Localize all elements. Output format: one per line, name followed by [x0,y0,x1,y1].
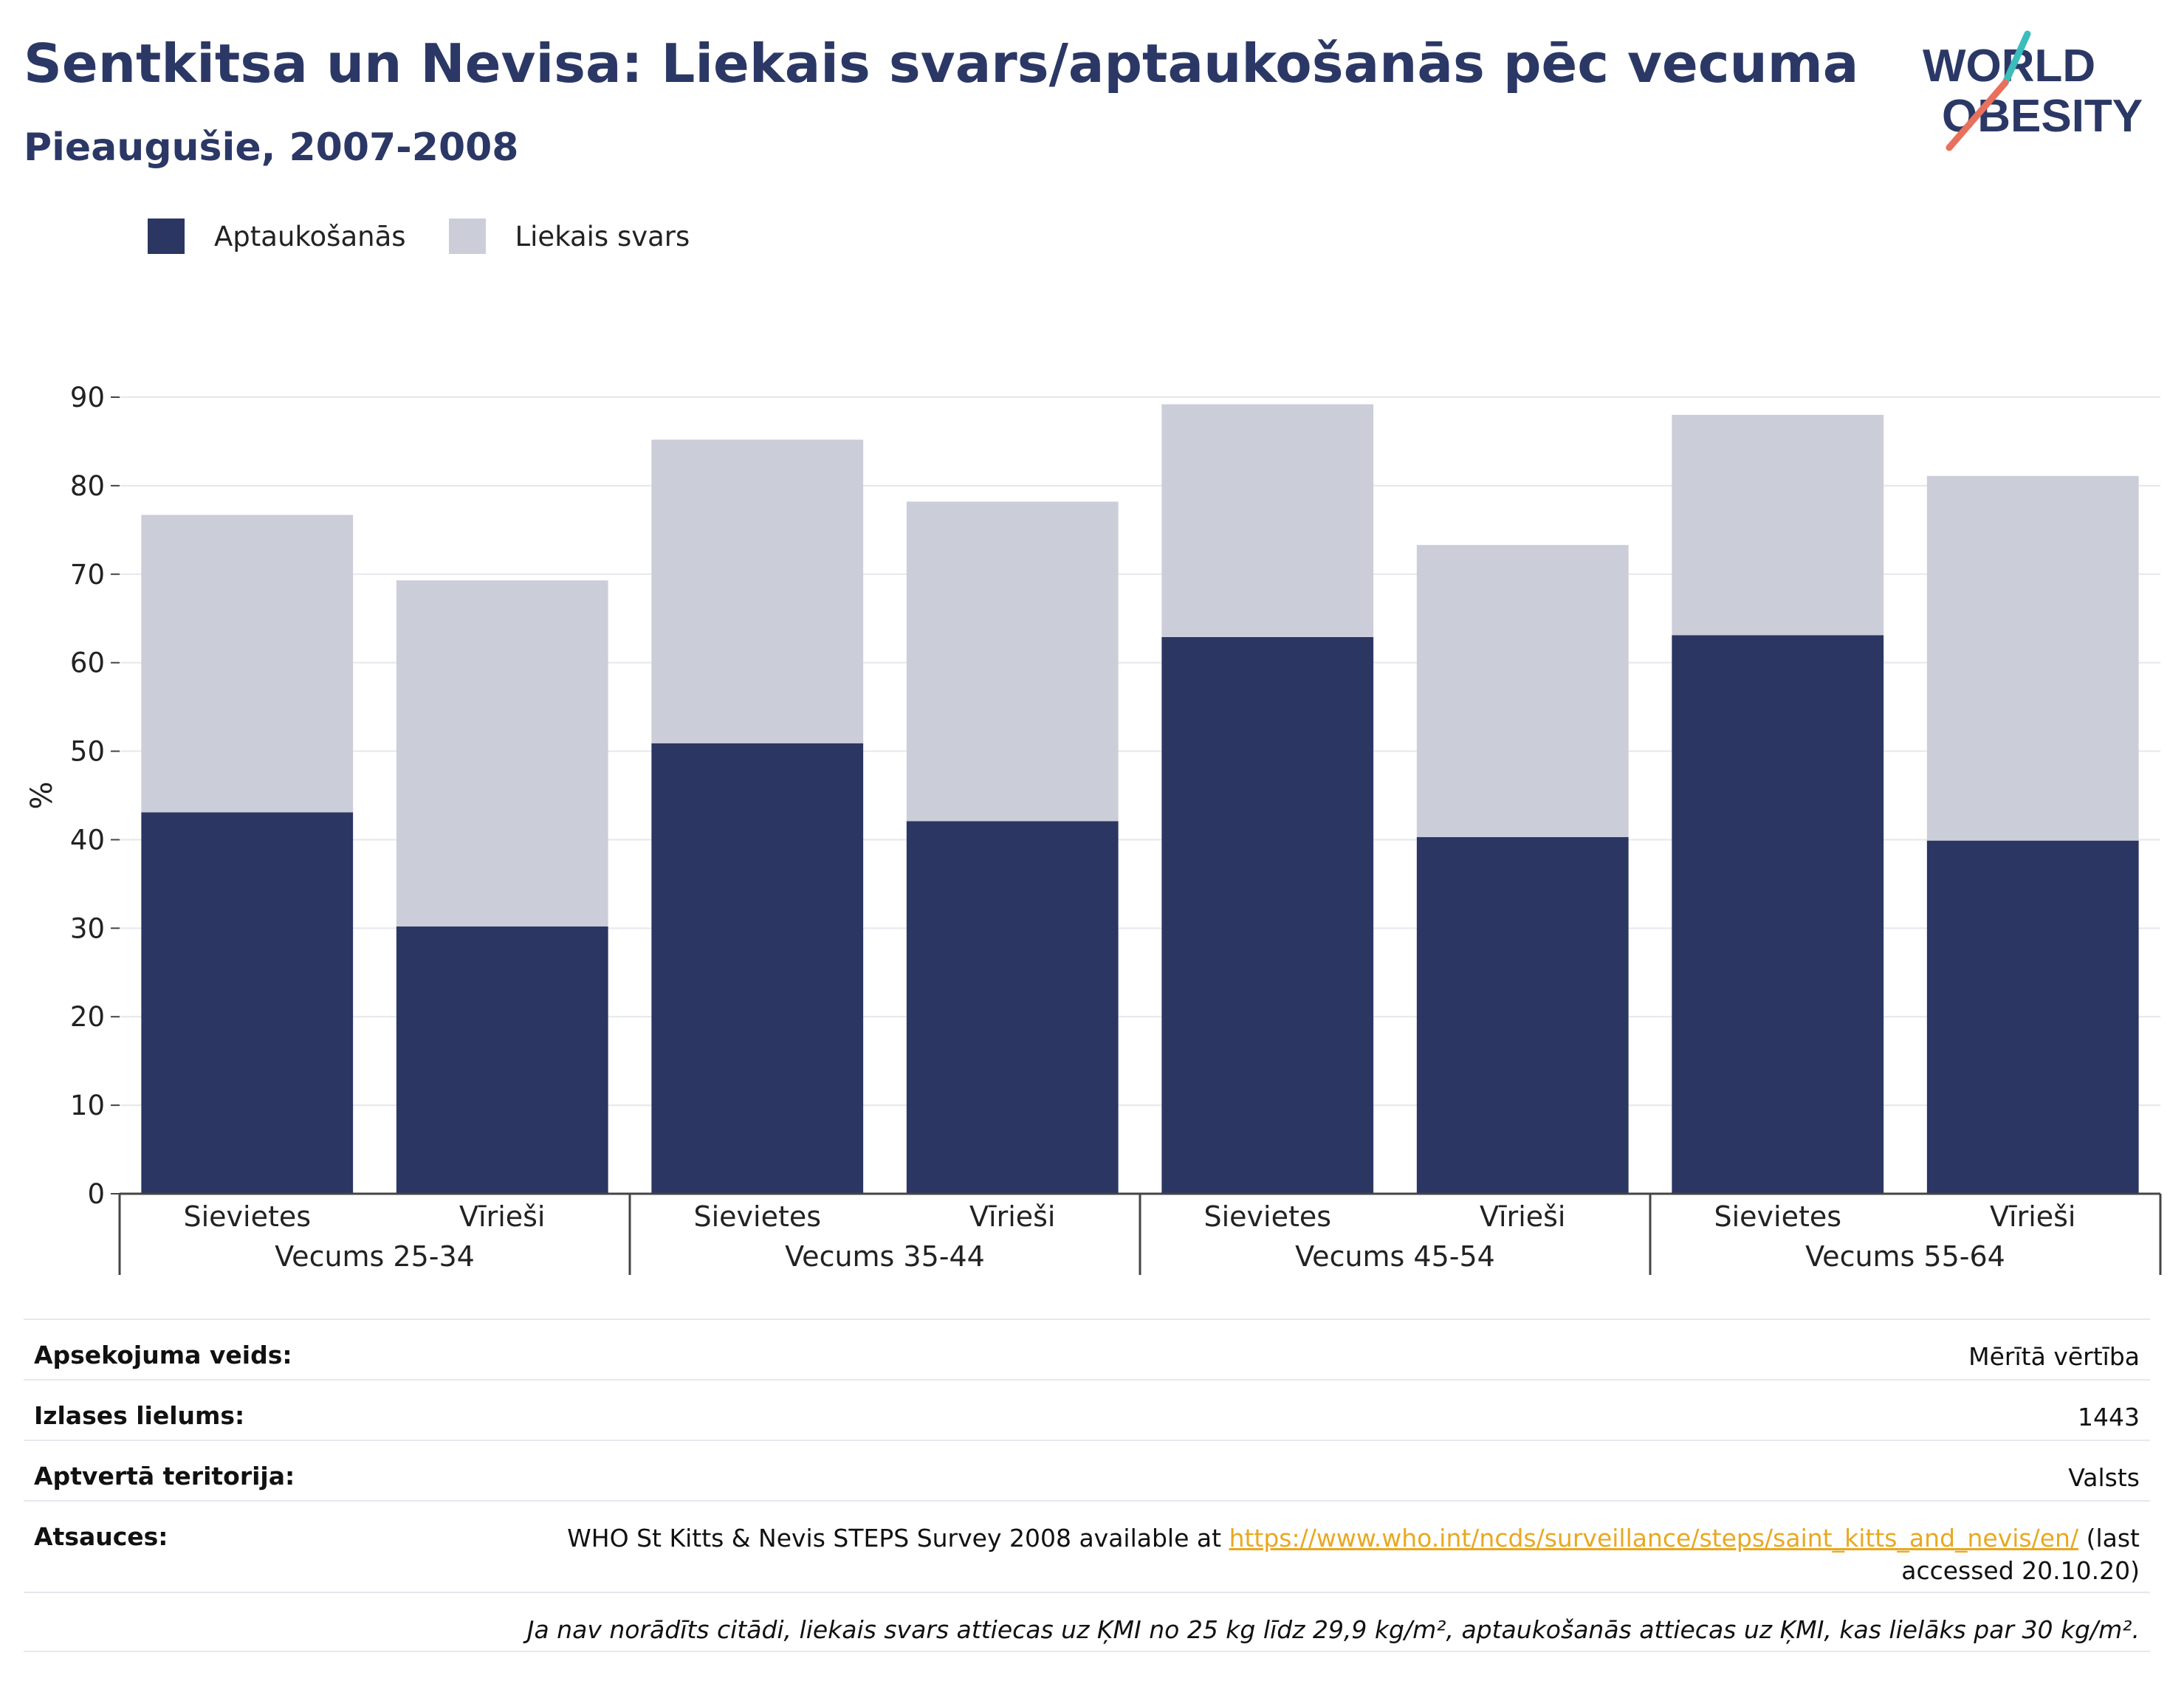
references-link[interactable]: https://www.who.int/ncds/surveillance/st… [1229,1524,2079,1553]
bar-overweight [1161,404,1374,637]
legend-swatch-obesity [148,219,185,254]
y-tick-label: 10 [70,1090,105,1121]
bar-obesity [651,743,864,1194]
info-key-references: Atsauces: [34,1522,168,1551]
y-axis-label: % [25,781,59,809]
group-label: Vecums 35-44 [785,1240,985,1273]
x-tick-label: Sievietes [1203,1200,1331,1233]
y-tick-label: 60 [70,647,105,679]
info-table: Apsekojuma veids: Mērītā vērtība Izlases… [24,1318,2150,1652]
stacked-bar-chart: 0 10 20 30 40 50 60 70 80 90% Sievietes Vīrieši Siev… [25,382,2162,1275]
group-label: Vecums 55-64 [1805,1240,2005,1273]
group-label: Vecums 25-34 [275,1240,475,1273]
y-tick-label: 0 [87,1178,105,1210]
bar-obesity [1926,840,2139,1194]
chart-subtitle: Pieaugušie, 2007-2008 [24,126,519,170]
bar-overweight [141,515,354,813]
x-tick-label: Sievietes [183,1200,311,1233]
x-tick-label: Vīrieši [969,1200,1055,1233]
bar-obesity [906,821,1119,1194]
info-key-coverage: Aptvertā teritorija: [34,1462,295,1491]
bar-obesity [396,926,608,1194]
x-tick-label: Sievietes [693,1200,821,1233]
legend-swatch-overweight [448,219,486,254]
bar-overweight [1416,545,1629,837]
y-tick-label: 40 [70,824,105,856]
x-tick-label: Vīrieši [1990,1200,2075,1233]
y-tick-label: 70 [70,559,105,591]
info-row-sample-size: Izlases lielums: 1443 [24,1379,2150,1440]
world-obesity-logo: WORLD OBESITY [1923,30,2143,151]
info-value-sample-size: 1443 [2078,1403,2140,1431]
bar-obesity [1416,836,1629,1194]
info-value-note: Ja nav norādīts citādi, liekais svars at… [526,1615,2140,1644]
info-value-survey-type: Mērītā vērtība [1968,1342,2140,1371]
info-value-references: WHO St Kitts & Nevis STEPS Survey 2008 a… [567,1522,2140,1587]
chart-legend: Aptaukošanās Liekais svars [148,219,732,254]
group-label: Vecums 45-54 [1295,1240,1495,1273]
logo-line1: WORLD [1923,41,2095,92]
legend-label-overweight: Liekais svars [515,220,690,252]
info-key-sample-size: Izlases lielums: [34,1401,245,1430]
info-value-coverage: Valsts [2068,1463,2140,1492]
references-prefix: WHO St Kitts & Nevis STEPS Survey 2008 a… [567,1524,1222,1553]
legend-item-overweight[interactable]: Liekais svars [448,219,690,254]
legend-item-obesity[interactable]: Aptaukošanās [148,219,406,254]
x-tick-label: Vīrieši [459,1200,545,1233]
info-row-coverage: Aptvertā teritorija: Valsts [24,1440,2150,1500]
x-tick-label: Vīrieši [1480,1200,1565,1233]
bar-obesity [141,812,354,1194]
y-tick-label: 30 [70,912,105,944]
info-row-references: Atsauces: WHO St Kitts & Nevis STEPS Sur… [24,1500,2150,1592]
chart-title: Sentkitsa un Nevisa: Liekais svars/aptau… [24,32,1859,94]
bar-obesity [1161,636,1374,1194]
references-suffix2: accessed 20.10.20) [1901,1556,2140,1585]
y-tick-label: 20 [70,1001,105,1033]
y-tick-label: 80 [70,470,105,502]
info-row-note: Ja nav norādīts citādi, liekais svars at… [24,1592,2150,1652]
x-tick-label: Sievietes [1714,1200,1841,1233]
y-tick-label: 90 [70,382,105,413]
references-suffix: (last [2086,1524,2140,1553]
legend-label-obesity: Aptaukošanās [214,220,406,252]
bar-overweight [1926,475,2139,841]
bar-overweight [906,501,1119,822]
info-row-survey-type: Apsekojuma veids: Mērītā vērtība [24,1318,2150,1379]
bar-overweight [1672,414,1884,636]
info-key-survey-type: Apsekojuma veids: [34,1341,292,1369]
bar-overweight [651,439,864,743]
y-tick-label: 50 [70,736,105,768]
bar-overweight [396,580,608,926]
bar-obesity [1672,635,1884,1194]
